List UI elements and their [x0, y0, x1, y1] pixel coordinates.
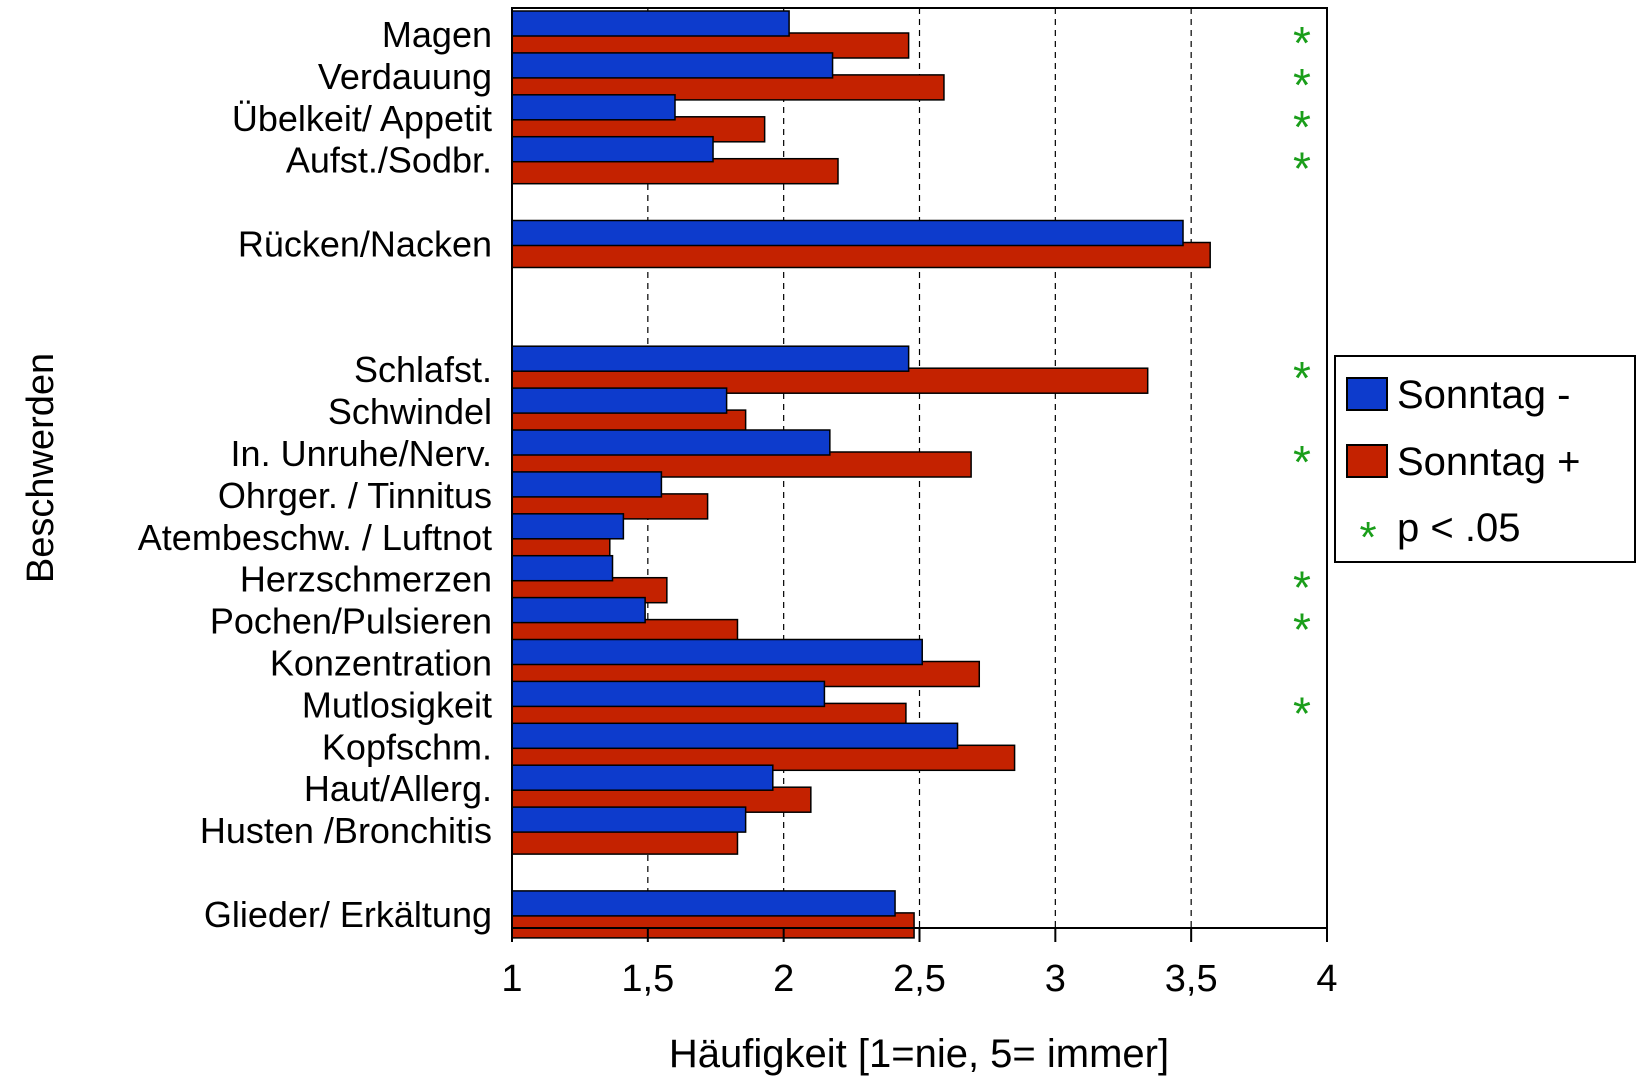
bar-sonntag-minus-in-unruhe-nerv — [511, 429, 831, 456]
significance-star: * — [1293, 352, 1311, 404]
category-label: Herzschmerzen — [240, 559, 492, 600]
x-tick-label: 2,5 — [893, 958, 946, 1000]
category-label: Verdauung — [318, 56, 492, 97]
category-label: Kopfschm. — [322, 726, 492, 767]
category-label: Atembeschw. / Luftnot — [138, 517, 492, 558]
bar-sonntag-minus-aufst-sodbr — [511, 135, 714, 163]
bar-sonntag-minus-schwindel — [511, 387, 728, 414]
x-axis-label: Häufigkeit [1=nie, 5= immer] — [669, 1032, 1169, 1076]
bar-sonntag-minus-kopfschm — [511, 722, 959, 750]
x-tick-label: 1 — [501, 958, 522, 1000]
category-label: Pochen/Pulsieren — [210, 601, 492, 642]
significance-star: * — [1293, 687, 1311, 739]
bar-sonntag-plus-rücken-nacken — [511, 241, 1211, 269]
x-tick-label: 2 — [773, 958, 794, 1000]
category-label: Magen — [382, 14, 492, 55]
bars — [511, 10, 1211, 939]
significance-star: * — [1293, 17, 1311, 69]
category-label: Rücken/Nacken — [238, 224, 492, 265]
bar-sonntag-minus-ohrger-tinnitus — [511, 471, 663, 498]
legend-label-sonntag-minus: Sonntag - — [1397, 373, 1570, 417]
significance-star: * — [1293, 604, 1311, 656]
category-label: Ohrger. / Tinnitus — [218, 475, 492, 516]
category-label: Aufst./Sodbr. — [286, 140, 492, 181]
category-label: Schwindel — [328, 391, 492, 432]
bar-sonntag-minus-atembeschw-luftnot — [511, 513, 625, 540]
bar-sonntag-minus-verdauung — [511, 52, 834, 79]
significance-star: * — [1293, 562, 1311, 614]
bar-sonntag-minus-schlafst — [511, 345, 910, 372]
legend-swatch-sonntag-plus — [1346, 444, 1388, 478]
significance-star: * — [1293, 436, 1311, 488]
significance-star: * — [1293, 143, 1311, 195]
x-tick-label: 3,5 — [1165, 958, 1218, 1000]
bar-sonntag-minus-haut-allerg — [511, 764, 774, 791]
y-axis-label: Beschwerden — [20, 353, 62, 583]
legend-swatch-sonntag-minus — [1346, 377, 1388, 411]
bar-sonntag-minus-pochen-pulsieren — [511, 596, 646, 624]
significance-star: * — [1293, 59, 1311, 111]
x-tick-label: 1,5 — [621, 958, 674, 1000]
legend: Sonntag - Sonntag + * p < .05 — [1334, 355, 1636, 563]
legend-significance-marker: * — [1359, 513, 1376, 562]
category-label: Husten /Bronchitis — [200, 810, 492, 851]
x-tick-label: 3 — [1045, 958, 1066, 1000]
bar-sonntag-minus-übelkeit-appetit — [511, 94, 676, 121]
bar-sonntag-minus-rücken-nacken — [511, 219, 1184, 247]
bar-sonntag-plus-aufst-sodbr — [511, 157, 839, 185]
x-tick-label: 4 — [1316, 958, 1337, 1000]
category-label: In. Unruhe/Nerv. — [231, 433, 492, 474]
x-tick-labels: 1 1,5 2 2,5 3 3,5 4 — [501, 928, 1338, 1000]
category-label: Schlafst. — [354, 349, 492, 390]
category-label: Haut/Allerg. — [304, 768, 492, 809]
bar-sonntag-minus-glieder-erkältung — [511, 890, 896, 917]
significance-star: * — [1293, 101, 1311, 153]
legend-label-sonntag-plus: Sonntag + — [1397, 440, 1581, 484]
legend-label-significance: p < .05 — [1397, 506, 1520, 550]
category-label: Mutlosigkeit — [302, 684, 492, 725]
bar-sonntag-minus-magen — [511, 10, 790, 37]
bar-sonntag-minus-herzschmerzen — [511, 554, 614, 582]
category-label: Übelkeit/ Appetit — [232, 98, 492, 139]
bar-sonntag-minus-husten-bronchitis — [511, 806, 747, 833]
bar-sonntag-minus-konzentration — [511, 638, 923, 666]
significance-markers: ********* — [1293, 17, 1311, 739]
category-label: Konzentration — [270, 643, 492, 684]
category-label: Glieder/ Erkältung — [204, 894, 492, 935]
bar-sonntag-minus-mutlosigkeit — [511, 680, 826, 708]
